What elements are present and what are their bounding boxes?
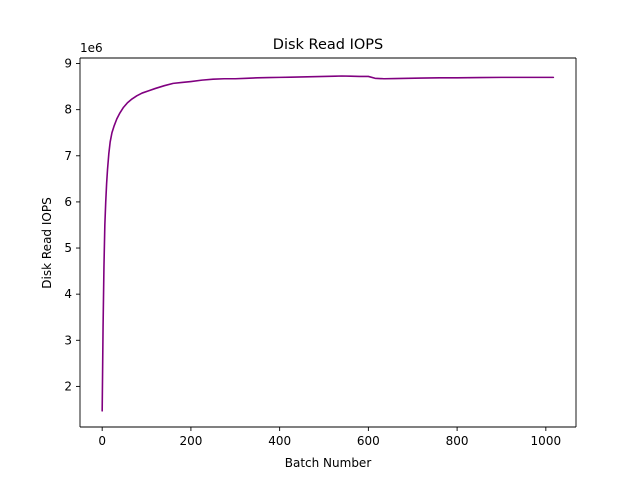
x-tick-label: 200 bbox=[179, 434, 202, 448]
y-tick-label: 3 bbox=[64, 333, 72, 347]
x-tick-label: 400 bbox=[268, 434, 291, 448]
y-tick-label: 7 bbox=[64, 149, 72, 163]
x-tick-label: 1000 bbox=[531, 434, 562, 448]
chart-title: Disk Read IOPS bbox=[273, 37, 383, 53]
y-tick-label: 2 bbox=[64, 379, 72, 393]
y-tick-label: 8 bbox=[64, 103, 72, 117]
y-tick-label: 9 bbox=[64, 57, 72, 71]
series-line-0 bbox=[101, 75, 555, 412]
y-tick-label: 5 bbox=[64, 241, 72, 255]
x-tick-label: 600 bbox=[357, 434, 380, 448]
y-tick-label: 6 bbox=[64, 195, 72, 209]
x-tick-label: 0 bbox=[98, 434, 106, 448]
y-tick-label: 4 bbox=[64, 287, 72, 301]
x-axis-label: Batch Number bbox=[285, 456, 372, 470]
plot-area: 0 200 400 600 800 1000 2 3 4 5 6 7 8 9 bbox=[64, 57, 577, 448]
x-tick-label: 800 bbox=[446, 434, 469, 448]
y-axis-offset-label: 1e6 bbox=[80, 41, 103, 55]
y-axis-label: Disk Read IOPS bbox=[40, 197, 54, 288]
